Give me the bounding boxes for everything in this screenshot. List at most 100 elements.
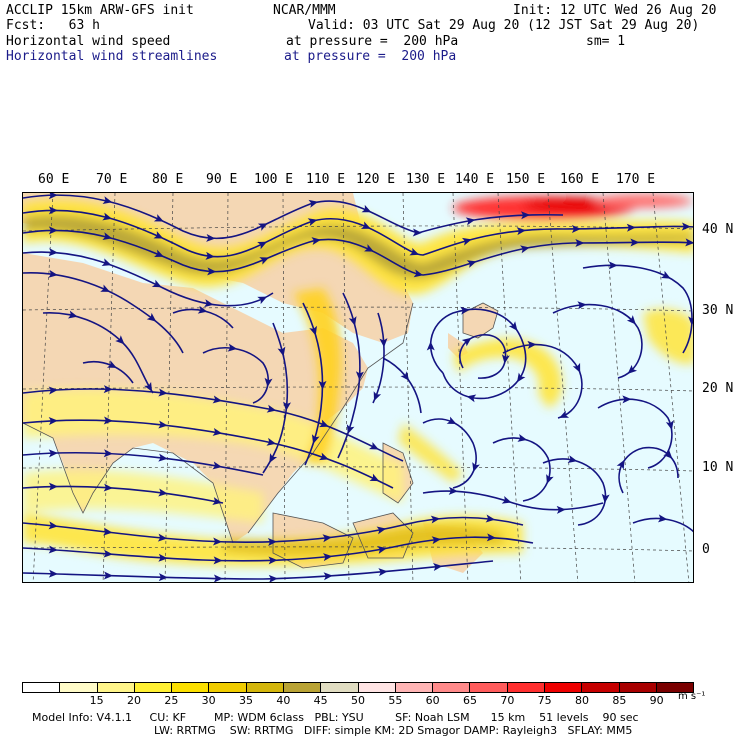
streamline-arrow-icon [466, 394, 477, 403]
colorbar-tick-label: 90 [649, 694, 664, 707]
streamline-arrow-icon [311, 434, 320, 444]
streamline-arrow-icon [472, 462, 480, 472]
streamline-arrow-icon [409, 247, 420, 256]
colorbar-tick-label: 75 [537, 694, 552, 707]
streamline-arrow-icon [608, 261, 618, 270]
streamline [618, 446, 679, 494]
colorbar-swatch [60, 683, 98, 692]
streamline-arrow-icon [158, 453, 168, 462]
streamline-arrow-icon [663, 449, 673, 459]
streamline [302, 302, 324, 466]
colorbar-units: m s⁻¹ [678, 691, 706, 702]
streamline-arrow-icon [486, 533, 496, 542]
streamline-arrow-icon [268, 556, 278, 565]
colorbar-swatch [134, 683, 173, 692]
streamline-arrow-icon [157, 533, 168, 542]
streamline-arrow-icon [103, 483, 113, 492]
longitude-label: 110 E [306, 172, 346, 187]
colorbar-tick-label: 65 [463, 694, 477, 707]
streamline-arrow-icon [323, 553, 333, 562]
colorbar-swatch [395, 683, 434, 692]
streamline-arrow-icon [556, 505, 566, 514]
streamline-arrow-icon [516, 227, 526, 236]
streamline-arrow-icon [485, 514, 496, 523]
streamline-arrow-icon [318, 380, 327, 390]
streamline-arrow-icon [379, 338, 388, 348]
streamline-arrow-icon [307, 218, 318, 226]
longitude-label: 70 E [96, 172, 128, 187]
streamline-arrow-icon [153, 214, 164, 222]
streamline-arrow-icon [213, 556, 223, 565]
streamline-arrow-icon [269, 453, 278, 463]
colorbar-swatch [470, 683, 508, 692]
colorbar-swatch [544, 683, 583, 692]
streamline [459, 334, 507, 379]
streamline-arrow-icon [601, 493, 610, 504]
streamline [23, 251, 274, 307]
streamline-arrow-icon [158, 488, 168, 497]
colorbar-swatch [656, 683, 694, 692]
streamline-arrow-icon [412, 228, 422, 237]
streamline [23, 560, 494, 580]
streamline-arrow-icon [501, 495, 512, 504]
streamline-arrow-icon [158, 553, 168, 562]
streamline [632, 517, 693, 533]
streamline-arrow-icon [101, 258, 112, 266]
streamline-arrow-icon [433, 563, 443, 571]
streamline-arrow-icon [572, 362, 581, 373]
wind-speed-colorbar [22, 682, 694, 693]
latitude-label: 20 N [702, 381, 734, 396]
streamline-arrow-icon [501, 354, 510, 364]
colorbar-tick-label: 25 [164, 694, 179, 707]
streamline-arrow-icon [413, 269, 424, 278]
streamline-arrow-icon [48, 416, 58, 425]
streamline [382, 357, 422, 414]
streamline-arrow-icon [277, 346, 286, 357]
streamline-arrow-icon [567, 455, 578, 464]
streamline-arrow-icon [48, 248, 58, 257]
streamline [552, 303, 643, 379]
streamline-arrow-icon [426, 341, 435, 351]
streamline-arrow-icon [616, 459, 625, 470]
streamline-arrow-icon [103, 385, 113, 394]
colorbar-swatch [507, 683, 545, 692]
streamline-arrow-icon [153, 231, 164, 239]
streamline-arrow-icon [369, 473, 380, 482]
streamline-arrow-icon [115, 335, 125, 345]
streamline-arrow-icon [520, 245, 530, 254]
field1-level: at pressure = 200 hPa [286, 34, 459, 49]
streamline-arrow-icon [206, 233, 216, 242]
longitude-label: 80 E [152, 172, 184, 187]
streamline-arrow-icon [48, 269, 58, 278]
streamline-arrow-icon [102, 196, 113, 205]
field2-name: Horizontal wind streamlines [6, 49, 218, 64]
streamline-arrow-icon [103, 449, 113, 458]
streamline-arrow-icon [575, 239, 585, 248]
colorbar-tick-label: 85 [612, 694, 627, 707]
streamline-arrow-icon [520, 211, 531, 220]
streamline-arrow-icon [268, 574, 278, 582]
longitude-label: 100 E [254, 172, 294, 187]
streamline-arrow-icon [318, 452, 329, 461]
streamline-arrow-icon [48, 545, 58, 554]
streamline-arrow-icon [322, 534, 332, 543]
latitude-label: 30 N [702, 303, 734, 318]
latitude-label: 10 N [702, 460, 734, 475]
streamline-arrow-icon [158, 420, 168, 429]
smoothing-label: sm= 1 [586, 34, 626, 49]
streamline-arrow-icon [227, 343, 238, 352]
streamline-arrow-icon [309, 325, 317, 336]
streamline-arrow-icon [446, 416, 457, 425]
streamline-arrow-icon [266, 437, 277, 446]
streamline-arrow-icon [622, 395, 632, 404]
streamline-arrow-icon [151, 279, 162, 288]
streamline-arrow-icon [213, 574, 223, 582]
streamline-arrow-icon [323, 572, 333, 581]
streamline-arrow-icon [376, 526, 387, 535]
streamline [337, 292, 361, 459]
longitude-label: 130 E [406, 172, 446, 187]
colorbar-swatch [283, 683, 322, 692]
streamline-arrow-icon [688, 316, 693, 326]
streamline-arrow-icon [516, 372, 526, 383]
streamline-arrow-icon [264, 377, 273, 388]
